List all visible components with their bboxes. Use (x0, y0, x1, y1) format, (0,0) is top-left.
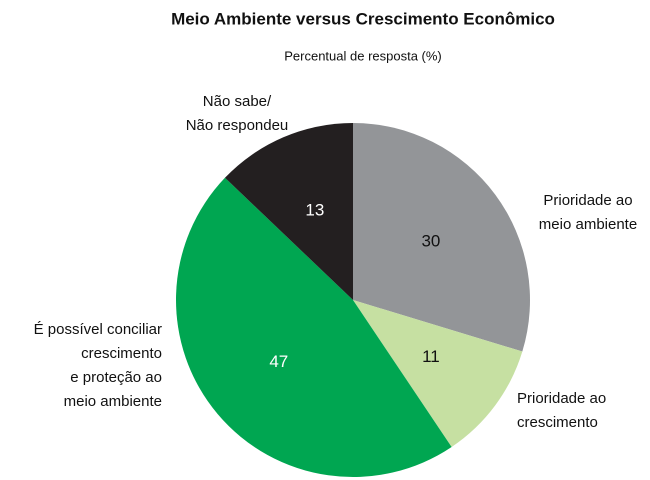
category-label: É possível conciliar crescimento e proteçã… (34, 321, 162, 410)
category-label: Prioridade ao meio ambiente (539, 192, 637, 233)
pie-slice (353, 123, 530, 352)
value-label: 11 (422, 347, 440, 366)
value-label: 47 (269, 352, 288, 371)
chart-subtitle: Percentual de resposta (%) (284, 48, 442, 63)
pie-slice (224, 123, 353, 300)
pie-slice (353, 300, 523, 447)
category-label: Não sabe/Não respondeu (186, 93, 289, 134)
value-label: 30 (421, 232, 440, 251)
value-label: 13 (305, 200, 324, 219)
chart-title: Meio Ambiente versus Crescimento Econômi… (171, 9, 555, 28)
category-label: Prioridade ao crescimento (517, 390, 606, 431)
pie-slice (176, 177, 452, 477)
